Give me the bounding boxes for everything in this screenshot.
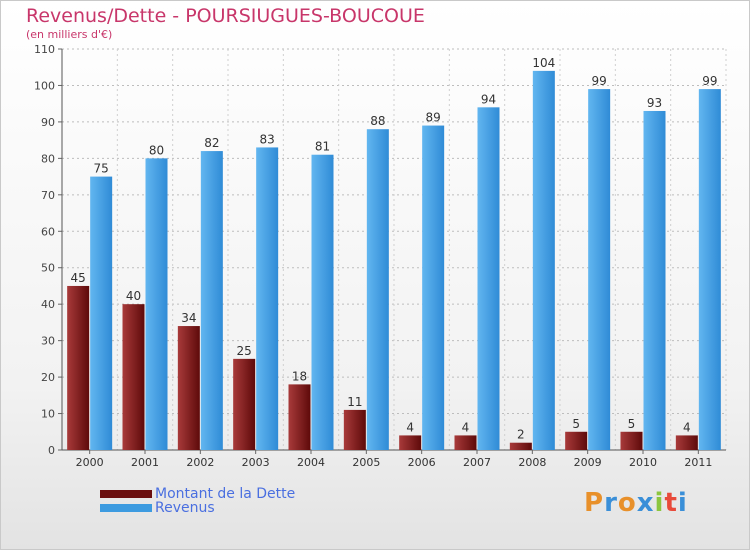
logo-letter: t: [664, 488, 678, 518]
y-tick-label: 60: [41, 225, 55, 238]
bar-revenue: [588, 89, 611, 450]
bar-revenue: [90, 176, 113, 450]
data-label-revenue: 80: [149, 143, 164, 157]
bar-debt: [399, 435, 422, 450]
x-tick-label: 2001: [131, 456, 159, 469]
bar-revenue: [422, 125, 445, 451]
bar-debt: [67, 285, 90, 450]
bar-revenue: [698, 89, 721, 450]
data-label-revenue: 81: [315, 140, 330, 154]
legend-label-revenue: Revenus: [155, 500, 215, 516]
legend-swatch-debt: [100, 490, 152, 498]
data-label-revenue: 93: [647, 96, 662, 110]
bar-revenue: [200, 151, 223, 450]
bar-debt: [675, 435, 698, 450]
y-tick-label: 20: [41, 371, 55, 384]
y-tick-label: 110: [34, 43, 55, 56]
chart-subtitle: (en milliers d'€): [26, 28, 113, 41]
bar-debt: [509, 442, 532, 450]
data-label-debt: 5: [628, 417, 636, 431]
x-tick-label: 2010: [629, 456, 657, 469]
x-tick-label: 2007: [463, 456, 491, 469]
data-label-revenue: 104: [532, 56, 555, 70]
x-tick-label: 2005: [352, 456, 380, 469]
x-tick-label: 2002: [186, 456, 214, 469]
data-label-revenue: 75: [94, 162, 109, 176]
logo-letter: i: [677, 488, 688, 518]
data-label-debt: 45: [71, 271, 86, 285]
x-tick-label: 2008: [518, 456, 546, 469]
data-label-revenue: 94: [481, 92, 496, 106]
legend-swatch-revenue: [100, 504, 152, 512]
bar-revenue: [532, 70, 555, 450]
y-tick-label: 80: [41, 152, 55, 165]
data-label-debt: 4: [683, 420, 691, 434]
legend-label-debt: Montant de la Dette: [155, 486, 296, 502]
logo-letter: i: [654, 488, 665, 518]
data-label-debt: 5: [572, 417, 580, 431]
data-label-debt: 4: [462, 420, 470, 434]
bar-debt: [122, 304, 145, 450]
bar-revenue: [311, 154, 334, 450]
data-label-debt: 11: [347, 395, 362, 409]
bar-debt: [343, 409, 366, 450]
chart-title: Revenus/Dette - POURSIUGUES-BOUCOUE: [26, 5, 425, 27]
data-label-revenue: 99: [702, 74, 717, 88]
x-tick-label: 2006: [408, 456, 436, 469]
x-tick-label: 2000: [76, 456, 104, 469]
y-tick-label: 90: [41, 116, 55, 129]
bar-debt: [288, 384, 311, 450]
x-tick-label: 2009: [574, 456, 602, 469]
logo-letter: P: [584, 488, 605, 518]
data-label-revenue: 99: [592, 74, 607, 88]
logo-letter: x: [636, 488, 655, 518]
bar-revenue: [477, 107, 500, 450]
data-label-revenue: 89: [426, 111, 441, 125]
bar-debt: [620, 431, 643, 450]
bar-revenue: [145, 158, 168, 450]
bar-revenue: [366, 129, 389, 450]
bar-revenue: [256, 147, 279, 450]
bar-debt: [454, 435, 477, 450]
logo-letter: o: [617, 488, 637, 518]
data-label-revenue: 88: [370, 114, 385, 128]
data-label-revenue: 83: [260, 132, 275, 146]
bar-debt: [177, 326, 200, 450]
x-tick-label: 2003: [242, 456, 270, 469]
data-label-debt: 34: [181, 311, 196, 325]
y-tick-label: 50: [41, 262, 55, 275]
y-tick-label: 0: [48, 444, 55, 457]
y-tick-label: 70: [41, 189, 55, 202]
bar-revenue: [643, 110, 666, 451]
y-tick-label: 100: [34, 79, 55, 92]
x-tick-label: 2011: [684, 456, 712, 469]
y-tick-label: 40: [41, 298, 55, 311]
data-label-debt: 25: [237, 344, 252, 358]
proxiti-logo: Proxiti: [584, 488, 688, 518]
x-tick-label: 2004: [297, 456, 325, 469]
data-label-debt: 18: [292, 369, 307, 383]
data-label-debt: 2: [517, 428, 525, 442]
data-label-revenue: 82: [204, 136, 219, 150]
data-label-debt: 4: [406, 420, 414, 434]
y-tick-label: 10: [41, 408, 55, 421]
y-tick-label: 30: [41, 335, 55, 348]
bar-debt: [565, 431, 588, 450]
bar-debt: [233, 358, 256, 450]
data-label-debt: 40: [126, 289, 141, 303]
logo-letter: r: [604, 488, 618, 518]
